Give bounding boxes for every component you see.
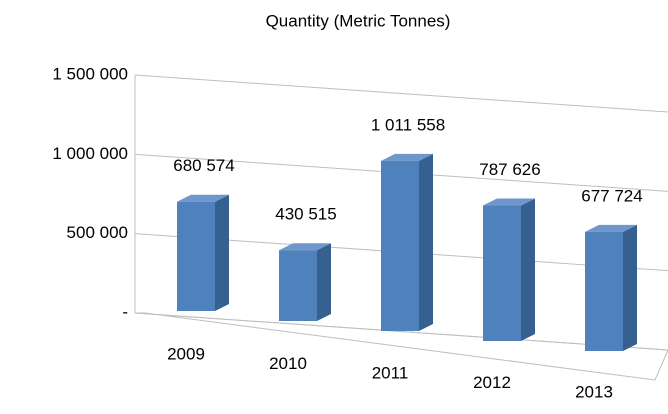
bar-side [623, 224, 637, 351]
bar [483, 205, 521, 341]
value-label: 680 574 [173, 156, 234, 175]
bar-top [381, 153, 433, 161]
value-label: 677 724 [581, 186, 642, 205]
y-tick-label: - [122, 302, 128, 321]
bar [381, 160, 419, 331]
bar-side [215, 194, 229, 311]
x-tick-label: 2012 [473, 373, 511, 392]
bar-side [521, 198, 535, 341]
bar-top [279, 243, 331, 251]
value-label: 787 626 [479, 160, 540, 179]
chart-title: Quantity (Metric Tonnes) [266, 11, 451, 30]
bar [279, 250, 317, 321]
x-tick-label: 2010 [269, 354, 307, 373]
bar [585, 231, 623, 351]
value-label: 430 515 [275, 205, 336, 224]
bar-top [483, 198, 535, 206]
value-label: 1 011 558 [371, 115, 445, 134]
grid-line [134, 74, 668, 113]
bar-top [585, 224, 637, 232]
bar-side [317, 243, 331, 321]
y-tick-label: 500 000 [67, 223, 128, 242]
bar [177, 201, 215, 311]
y-tick-label: 1 500 000 [52, 64, 128, 83]
y-tick-label: 1 000 000 [52, 144, 128, 163]
x-tick-label: 2011 [372, 363, 409, 382]
x-tick-label: 2013 [575, 383, 613, 402]
x-tick-label: 2009 [167, 344, 205, 363]
bar-side [419, 153, 433, 331]
bar-top [177, 194, 229, 202]
